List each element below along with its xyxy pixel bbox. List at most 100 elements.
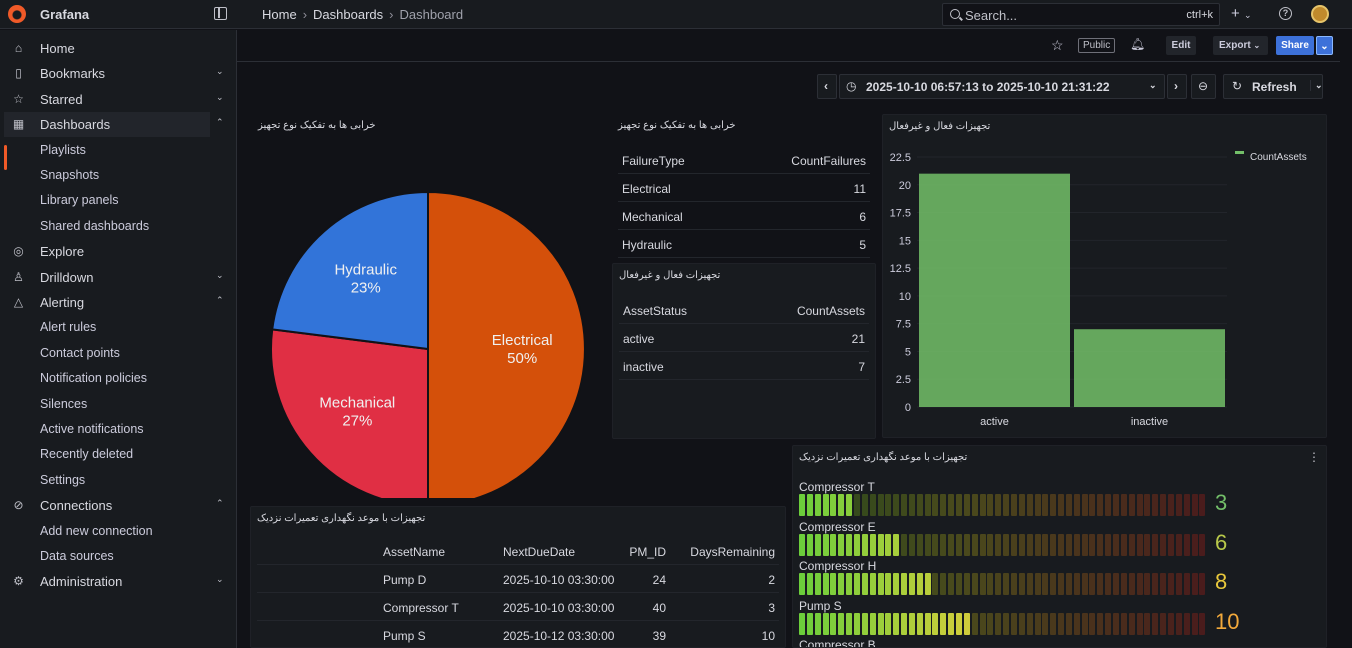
gauge-cell xyxy=(1183,533,1190,556)
chevron-up-icon[interactable]: ⌃ xyxy=(216,295,224,305)
gauge-cell xyxy=(822,533,829,556)
sidebar-item-add-new-connection[interactable]: Add new connection xyxy=(0,519,237,544)
new-menu-button[interactable]: + ⌄ xyxy=(1231,5,1252,22)
failures-table-panel: خرابی ها به تفکیک نوع تجهیز FailureType C… xyxy=(612,114,876,260)
sidebar-item-explore[interactable]: ◎ Explore xyxy=(0,239,237,264)
help-icon[interactable]: ? xyxy=(1279,7,1292,20)
gauge-cell xyxy=(1042,573,1049,595)
column-header[interactable]: NextDueDate xyxy=(503,545,576,559)
gauge-cell xyxy=(830,612,837,635)
legend-label[interactable]: CountAssets xyxy=(1250,152,1307,163)
breadcrumb-home[interactable]: Home xyxy=(262,7,297,22)
column-header[interactable]: AssetStatus xyxy=(623,304,688,318)
chevron-up-icon[interactable]: ⌃ xyxy=(216,117,224,128)
sidebar-item-silences[interactable]: Silences xyxy=(0,392,237,417)
sidebar-item-contact-points[interactable]: Contact points xyxy=(0,341,237,366)
gauge-cell xyxy=(1065,494,1072,516)
gauge-cell xyxy=(806,612,813,635)
time-forward-button[interactable]: › xyxy=(1167,74,1187,99)
bar-active[interactable] xyxy=(919,173,1070,407)
gauge-value: 10 xyxy=(1215,608,1240,634)
sidebar-item-bookmarks[interactable]: ▯ Bookmarks ⌄ xyxy=(0,61,237,86)
gauge-cell xyxy=(799,533,805,556)
sidebar-item-administration[interactable]: ⚙ Administration ⌄ xyxy=(0,569,237,594)
column-header[interactable]: AssetName xyxy=(383,545,446,559)
sidebar-item-label: Data sources xyxy=(40,549,114,563)
panel-menu-icon[interactable]: ⋮ xyxy=(1308,450,1320,464)
refresh-button[interactable]: ↻ Refresh ⌄ xyxy=(1223,74,1323,99)
column-header[interactable]: FailureType xyxy=(622,154,685,168)
edit-button[interactable]: Edit xyxy=(1166,36,1196,55)
export-button[interactable]: Export ⌄ xyxy=(1213,36,1268,55)
gauge-cell xyxy=(1010,573,1017,595)
sidebar-item-settings[interactable]: Settings xyxy=(0,468,237,493)
table-header-row: AssetStatus CountAssets xyxy=(619,296,869,324)
bell-icon[interactable]: 🔔︎ xyxy=(1130,37,1146,51)
gauge-cell xyxy=(1065,612,1072,635)
star-icon[interactable]: ☆ xyxy=(1051,37,1064,53)
pie-slice-hydraulic[interactable] xyxy=(271,190,429,351)
table-cell: inactive xyxy=(623,360,664,374)
column-header[interactable]: CountFailures xyxy=(791,154,866,168)
pie-slice-electrical[interactable] xyxy=(427,190,586,498)
zoom-out-button[interactable]: ⊖ xyxy=(1191,74,1216,99)
gauge-label: Compressor B xyxy=(799,638,876,648)
bar-inactive[interactable] xyxy=(1074,329,1225,407)
sidebar-item-playlists[interactable]: Playlists xyxy=(0,138,237,163)
gauge-cell xyxy=(822,612,829,635)
gauge-cell xyxy=(948,573,955,595)
gauge-cell xyxy=(1191,612,1198,635)
connections-icon: ⊘ xyxy=(13,498,24,513)
pie-slice-mechanical[interactable] xyxy=(270,328,429,498)
column-header[interactable]: CountAssets xyxy=(796,304,865,318)
sidebar-item-connections[interactable]: ⊘ Connections ⌃ xyxy=(0,493,237,518)
share-button[interactable]: Share xyxy=(1276,36,1314,55)
chevron-down-icon[interactable]: ⌄ xyxy=(216,66,224,77)
gauge-cell xyxy=(1183,573,1190,595)
sidebar-item-alert-rules[interactable]: Alert rules xyxy=(0,315,237,340)
sidebar-item-starred[interactable]: ☆ Starred ⌄ xyxy=(0,87,237,112)
time-range-picker[interactable]: ◷ 2025-10-10 06:57:13 to 2025-10-10 21:3… xyxy=(839,74,1165,99)
gauge-cell xyxy=(1026,612,1033,635)
share-dropdown-button[interactable]: ⌄ xyxy=(1316,36,1333,55)
grafana-logo-icon[interactable] xyxy=(8,5,26,23)
column-header[interactable]: PM_ID xyxy=(629,545,666,559)
gauge-cell xyxy=(1003,494,1010,516)
sidebar-item-notification-policies[interactable]: Notification policies xyxy=(0,366,237,391)
x-tick-label: active xyxy=(980,416,1009,428)
column-header[interactable]: DaysRemaining xyxy=(690,545,775,559)
gauge-cell xyxy=(1050,533,1057,556)
sidebar-item-library-panels[interactable]: Library panels xyxy=(0,188,237,213)
gauge-cell xyxy=(971,494,978,516)
sidebar-item-recently-deleted[interactable]: Recently deleted xyxy=(0,442,237,467)
gauge-cell xyxy=(893,573,900,595)
sidebar-item-home[interactable]: ⌂ Home xyxy=(0,36,237,61)
time-back-button[interactable]: ‹ xyxy=(817,74,837,99)
search-placeholder: Search... xyxy=(965,8,1018,23)
sidebar-item-alerting[interactable]: △ Alerting ⌃ xyxy=(0,290,237,315)
sidebar-item-dashboards[interactable]: ▦ Dashboards ⌃ xyxy=(4,112,224,138)
sidebar-item-active-notifications[interactable]: Active notifications xyxy=(0,417,237,442)
table-cell: Mechanical xyxy=(622,210,683,224)
chevron-down-icon[interactable]: ⌄ xyxy=(216,574,224,585)
gauge-cell xyxy=(1034,573,1041,595)
chevron-down-icon[interactable]: ⌄ xyxy=(216,91,224,102)
breadcrumb-dashboards[interactable]: Dashboards xyxy=(313,7,384,22)
table-row: active 21 xyxy=(619,324,869,352)
sidebar-item-label: Alert rules xyxy=(40,320,97,335)
sidebar-item-shared-dashboards[interactable]: Shared dashboards xyxy=(0,214,237,239)
gauge-cell xyxy=(1105,573,1112,595)
search-input[interactable]: Search... ctrl+k xyxy=(942,3,1220,26)
sidebar-item-drilldown[interactable]: ♙ Drilldown ⌄ xyxy=(0,265,237,290)
top-bar: Grafana Home › Dashboards › Dashboard Search… xyxy=(0,0,1352,29)
avatar[interactable] xyxy=(1311,5,1329,23)
dock-menu-icon[interactable] xyxy=(214,7,227,20)
sidebar-item-data-sources[interactable]: Data sources xyxy=(0,544,237,569)
sidebar-item-snapshots[interactable]: Snapshots xyxy=(0,163,237,188)
gauge-cell xyxy=(1081,573,1088,595)
gauge-cell xyxy=(846,573,853,595)
chevron-up-icon[interactable]: ⌃ xyxy=(216,498,224,509)
chevron-down-icon[interactable]: ⌄ xyxy=(216,269,224,280)
gauge-cell xyxy=(830,573,837,595)
bar-gauge-panel: تجهیزات با موعد نگهداری تعمیرات نزدیک ⋮ … xyxy=(792,445,1327,648)
